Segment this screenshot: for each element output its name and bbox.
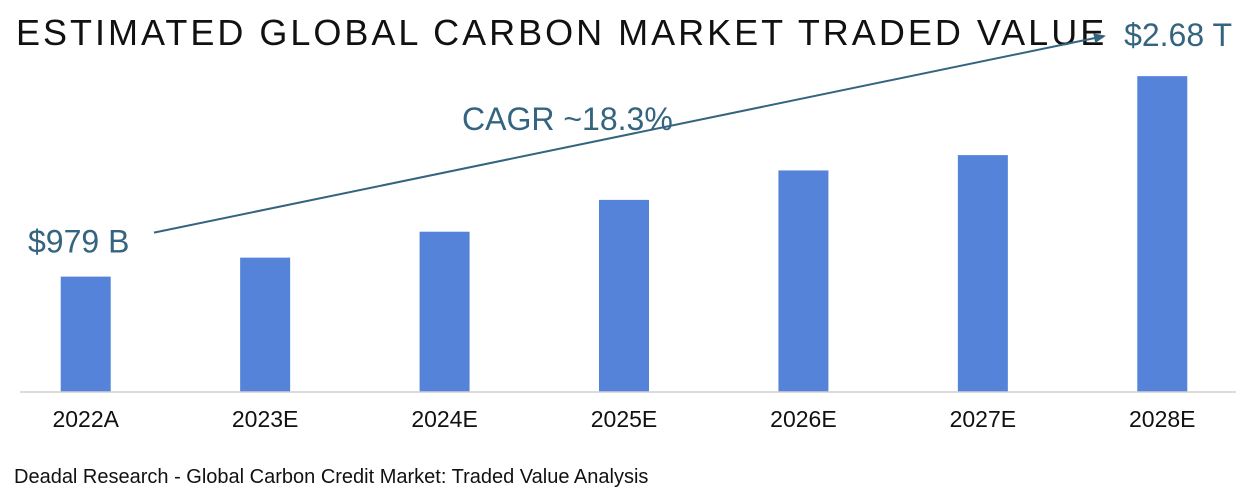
bars bbox=[60, 76, 1188, 393]
x-tick-labels: 2022A 2023E 2024E 2025E 2026E 2027E 2028E bbox=[52, 406, 1195, 432]
bar-2028E bbox=[1137, 76, 1188, 393]
x-tick-label-2022A: 2022A bbox=[52, 406, 119, 432]
x-tick-label-2023E: 2023E bbox=[232, 406, 299, 432]
x-tick-label-2024E: 2024E bbox=[411, 406, 478, 432]
cagr-trend-arrow bbox=[153, 33, 1106, 234]
cagr-label: CAGR ~18.3% bbox=[462, 101, 673, 137]
bar-2027E bbox=[957, 155, 1008, 392]
bar-2024E bbox=[419, 231, 470, 392]
start-value-label: $979 B bbox=[28, 224, 129, 260]
end-value-label: $2.68 T bbox=[1124, 17, 1232, 53]
x-tick-label-2025E: 2025E bbox=[591, 406, 658, 432]
x-tick-label-2028E: 2028E bbox=[1129, 406, 1196, 432]
bar-2022A bbox=[60, 276, 111, 392]
bar-2023E bbox=[240, 257, 291, 392]
x-tick-label-2026E: 2026E bbox=[770, 406, 837, 432]
bar-2025E bbox=[599, 199, 649, 392]
x-tick-label-2027E: 2027E bbox=[950, 406, 1017, 432]
chart-title: ESTIMATED GLOBAL CARBON MARKET TRADED VA… bbox=[16, 12, 1108, 53]
source-note: Deadal Research - Global Carbon Credit M… bbox=[14, 466, 649, 488]
bar-2026E bbox=[778, 170, 829, 392]
